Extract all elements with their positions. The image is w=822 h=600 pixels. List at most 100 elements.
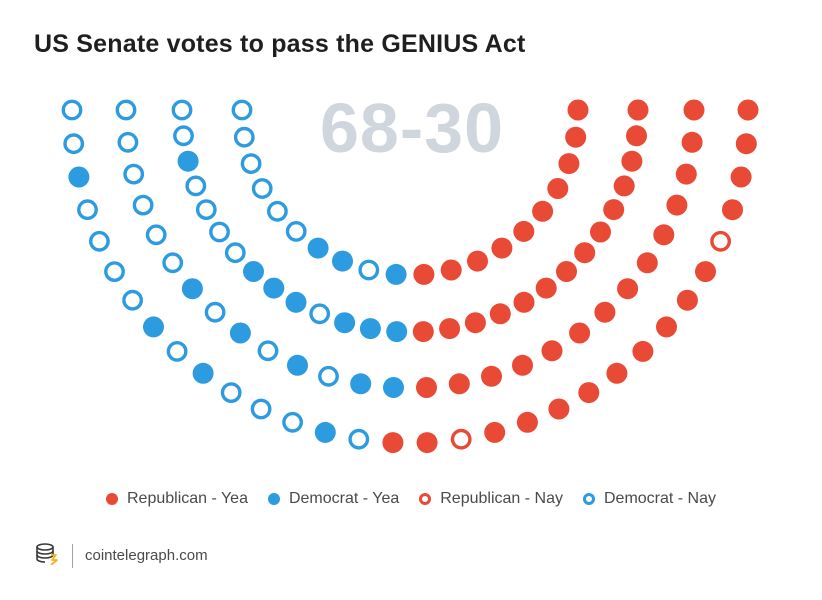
legend-item-republican-nay: Republican - Nay [419,490,563,508]
seat-republican-yea [606,362,628,384]
seat-democrat-yea [181,278,203,300]
seat-republican-yea [681,131,703,153]
footer-site-link[interactable]: cointelegraph.com [85,547,208,564]
seat-republican-yea [532,200,554,222]
seat-democrat-yea [192,362,214,384]
seat-republican-yea [683,99,705,121]
seat-republican-yea [513,291,535,313]
seat-democrat-nay [285,220,307,242]
seat-democrat-yea [68,166,90,188]
seat-democrat-yea [334,312,356,334]
seat-democrat-yea [307,237,329,259]
chart-title: US Senate votes to pass the GENIUS Act [34,30,526,58]
seat-democrat-nay [162,252,184,274]
legend-swatch-democrat-yea [267,493,280,505]
seat-democrat-nay [204,301,226,323]
seat-republican-yea [675,163,697,185]
legend-item-democrat-yea: Democrat - Yea [267,490,399,508]
seat-democrat-nay [132,194,154,216]
seat-republican-yea [467,250,488,272]
seat-democrat-yea [229,322,251,344]
seat-republican-yea [653,224,675,246]
seat-republican-yea [413,263,435,285]
seat-republican-yea [464,312,486,334]
seat-republican-yea [541,340,563,362]
seat-democrat-yea [314,421,336,443]
seat-democrat-nay [233,126,255,148]
seat-republican-yea [489,303,511,325]
seat-democrat-nay [145,224,167,246]
seat-democrat-yea [243,261,264,282]
seat-republican-yea [567,99,589,121]
seat-republican-yea [621,150,643,172]
seat-democrat-nay [348,428,370,450]
seat-democrat-nay [257,340,279,362]
seat-republican-yea [590,221,611,243]
seat-republican-yea [439,318,461,340]
seat-republican-yea [416,377,437,398]
seat-democrat-yea [385,263,407,285]
seat-republican-yea [666,194,688,216]
seat-democrat-nay [123,163,145,185]
seat-republican-yea [412,321,434,343]
seat-democrat-nay [240,153,262,175]
seat-republican-yea [382,432,404,454]
seat-republican-yea [569,322,591,344]
seat-republican-yea [730,166,752,188]
seat-republican-yea [574,242,596,264]
seat-republican-yea [656,316,677,338]
legend-label-republican-yea: Republican - Yea [126,490,248,507]
seat-democrat-yea [285,291,307,313]
seat-republican-yea [491,237,513,259]
seat-republican-yea [448,373,470,395]
seat-democrat-nay [173,125,194,147]
legend-swatch-democrat-nay [582,493,595,505]
seat-republican-yea [535,277,557,299]
seat-republican-yea [565,126,587,148]
seat-republican-yea [676,289,698,311]
seat-republican-yea [548,398,570,420]
seat-republican-yea [613,175,635,197]
seat-democrat-nay [117,131,139,153]
seat-republican-yea [737,99,759,121]
seat-republican-yea [513,220,535,242]
seat-republican-yea [416,432,438,454]
footer: cointelegraph.com [34,541,208,570]
seat-democrat-nay [309,303,331,325]
seat-democrat-nay [250,398,272,420]
seat-republican-yea [626,125,647,147]
seat-democrat-yea [350,373,372,395]
seat-republican-yea [594,301,616,323]
legend-item-democrat-nay: Democrat - Nay [582,490,717,508]
seat-republican-yea [632,340,654,362]
seat-republican-yea [617,278,639,300]
vote-score: 68-30 [320,89,505,167]
seat-democrat-nay [195,199,217,221]
cointelegraph-coin-stack-icon [34,541,60,570]
seat-democrat-yea [287,354,308,376]
seat-democrat-nay [122,289,144,311]
seat-democrat-nay [358,259,380,281]
seat-democrat-nay [266,200,288,222]
seat-democrat-nay [61,99,83,121]
seat-republican-yea [556,261,577,282]
seat-democrat-nay [231,99,253,121]
seat-democrat-nay [318,365,339,387]
seat-republican-yea [558,153,580,175]
seat-democrat-nay [77,199,98,221]
seat-democrat-yea [386,321,408,343]
seat-democrat-nay [166,340,188,362]
seat-republican-yea [481,365,502,387]
seat-republican-yea [512,354,533,376]
seat-republican-yea [627,99,649,121]
seat-republican-nay [710,230,731,252]
seat-democrat-nay [251,178,273,199]
seat-democrat-nay [209,221,230,243]
legend-label-democrat-nay: Democrat - Nay [603,490,717,507]
seat-republican-yea [636,252,658,274]
seat-republican-yea [695,261,716,283]
seat-republican-yea [484,421,506,443]
legend-label-republican-nay: Republican - Nay [440,490,563,507]
legend-swatch-republican-yea [105,493,118,505]
footer-divider [72,543,73,568]
